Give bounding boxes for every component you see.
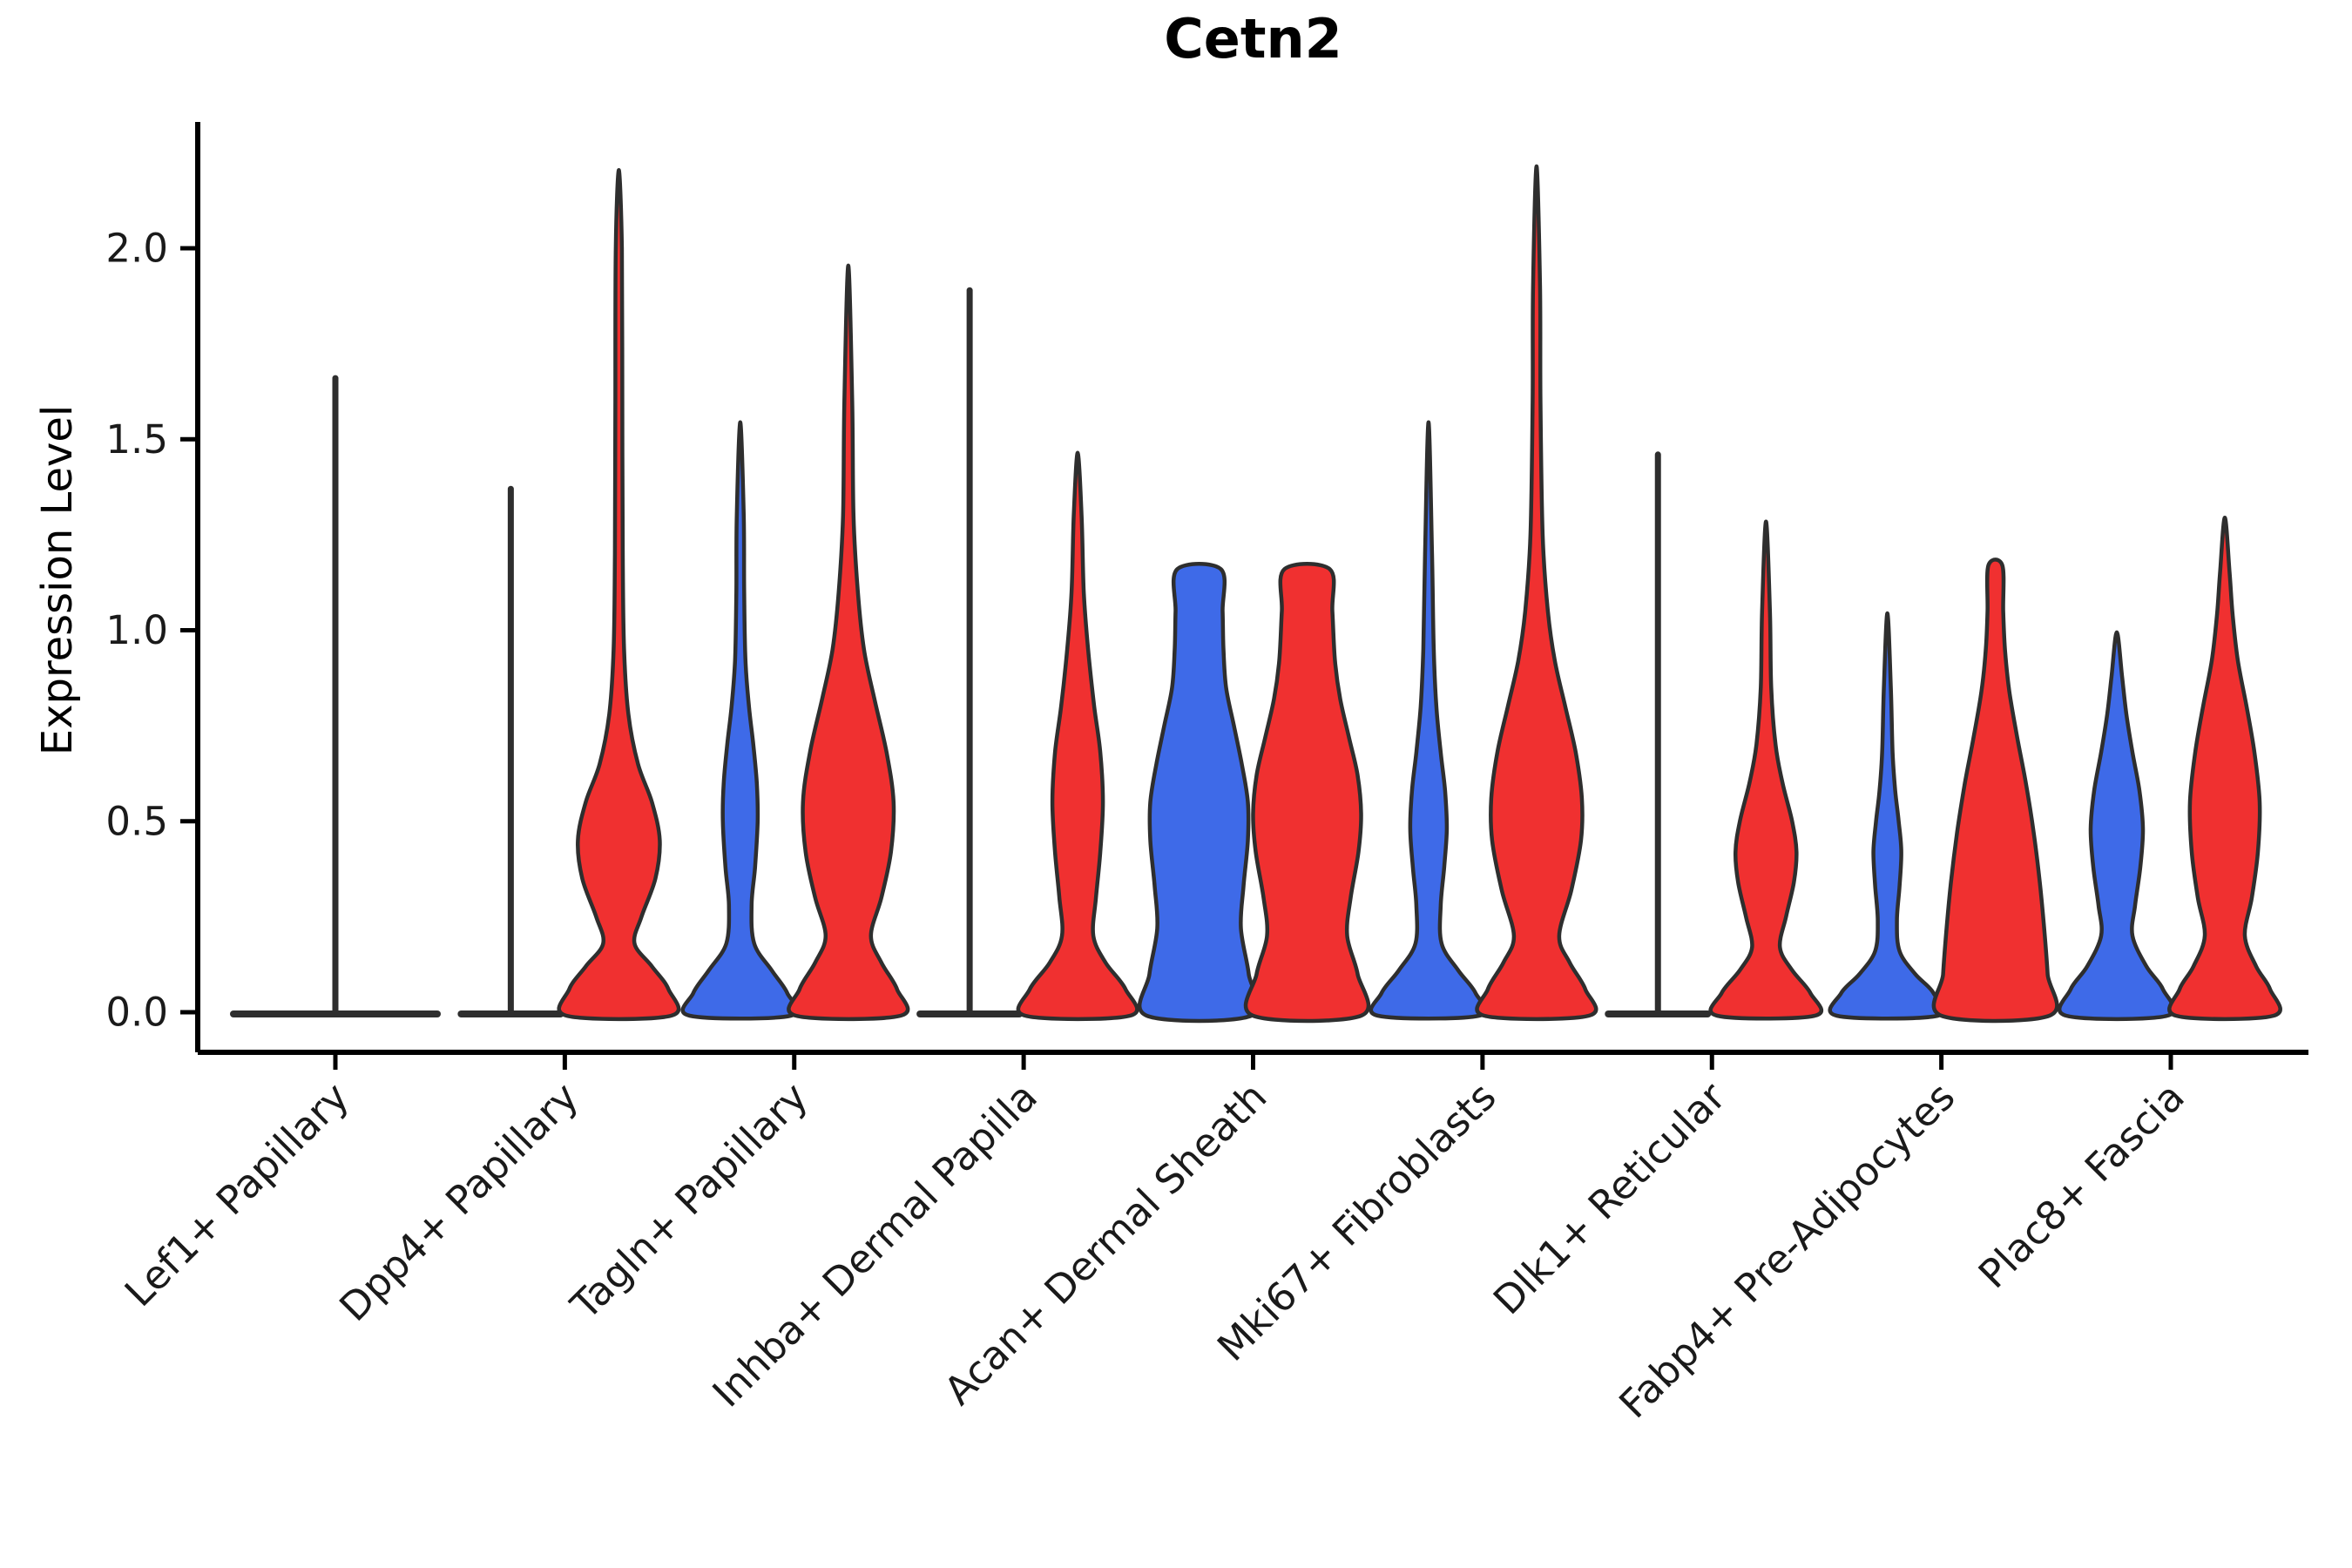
- x-category-label: Dpp4+ Papillary: [330, 1073, 587, 1330]
- chart-title: Cetn2: [1164, 7, 1342, 71]
- violin-red: [557, 168, 681, 1022]
- violin-blue: [1137, 562, 1261, 1024]
- y-tick-label: 1.0: [105, 607, 168, 653]
- violin-red: [2167, 516, 2282, 1022]
- violin-blue: [680, 420, 800, 1021]
- y-tick-label: 0.0: [105, 990, 168, 1036]
- violin-blue: [1369, 420, 1489, 1021]
- violin-red: [1475, 164, 1598, 1022]
- violin-red: [1243, 562, 1371, 1024]
- x-category-label: Plac8+ Fascia: [1970, 1073, 2193, 1297]
- x-category-label: Lef1+ Papillary: [116, 1073, 358, 1315]
- x-category-label: Tagln+ Papillary: [561, 1073, 816, 1328]
- y-tick-label: 1.5: [105, 416, 168, 463]
- violin-red: [1708, 519, 1823, 1021]
- violin-red: [787, 263, 910, 1022]
- x-category-label: Dlk1+ Reticular: [1484, 1073, 1734, 1323]
- y-tick-label: 2.0: [105, 226, 168, 272]
- violin-red: [1016, 450, 1139, 1022]
- y-tick-label: 0.5: [105, 798, 168, 844]
- violin-red: [1931, 558, 2059, 1024]
- violin-blue: [2058, 630, 2176, 1022]
- violin-blue: [1828, 611, 1947, 1021]
